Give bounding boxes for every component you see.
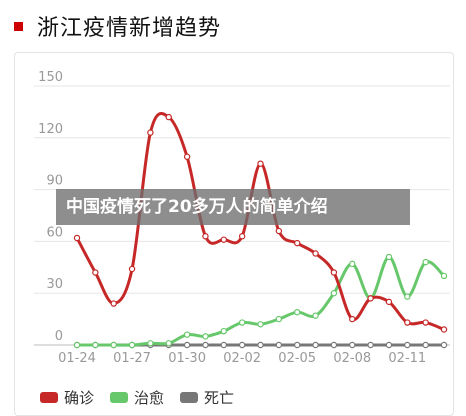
data-point-confirmed [440,326,448,333]
page-title: 浙江疫情新增趋势 [37,16,222,41]
y-tick-label: 30 [46,277,63,292]
data-point-confirmed [220,236,227,243]
data-point-recovered [385,253,393,261]
data-point-deaths [330,341,338,349]
data-point-recovered [73,341,81,349]
data-point-confirmed [385,298,393,306]
legend-label-confirmed: 确诊 [64,389,95,407]
data-point-deaths [440,341,448,349]
data-point-confirmed [367,295,374,302]
data-point-deaths [220,341,227,349]
series-layer [73,112,448,349]
data-point-confirmed [257,160,264,167]
data-point-confirmed [147,129,154,136]
data-point-confirmed [312,250,319,257]
data-point-recovered [183,331,191,338]
data-point-confirmed [349,315,356,323]
data-point-deaths [385,341,393,349]
data-point-confirmed [183,153,191,160]
data-point-recovered [275,315,283,323]
legend-label-deaths: 死亡 [204,389,235,407]
data-point-confirmed [238,233,246,240]
legend-item-confirmed[interactable]: 确诊 [40,387,94,408]
legend-swatch-deaths [180,392,199,403]
data-point-recovered [349,260,356,268]
y-tick-label: 0 [55,329,63,344]
y-tick-label: 90 [46,174,63,189]
chart-legend: 确诊 治愈 死亡 [40,387,250,408]
data-point-confirmed [294,239,301,247]
data-point-deaths [257,341,264,349]
y-tick-label: 60 [46,225,63,240]
data-point-deaths [275,341,283,349]
data-point-recovered [440,272,448,280]
data-point-recovered [422,258,429,266]
data-point-recovered [257,321,264,328]
data-point-deaths [349,341,356,349]
data-point-deaths [367,341,374,349]
title-marker [14,21,23,31]
y-tick-label: 150 [38,70,63,85]
x-tick-label: 01-24 [58,351,96,366]
data-point-recovered [128,341,136,349]
x-tick-label: 01-27 [113,351,151,366]
data-point-confirmed [92,269,99,276]
data-point-recovered [312,312,319,319]
legend-swatch-recovered [110,392,129,403]
data-point-deaths [422,341,429,349]
data-point-confirmed [110,300,117,307]
data-point-confirmed [330,269,338,276]
data-point-recovered [330,290,338,297]
data-point-deaths [404,341,411,349]
data-point-confirmed [73,234,81,242]
chart-panel [14,52,454,416]
data-point-deaths [312,341,319,349]
data-point-confirmed [422,319,429,326]
data-point-recovered [147,340,154,347]
headline-banner[interactable]: 中国疫情死了20多万人的简单介绍 [56,189,410,225]
x-tick-label: 02-02 [223,351,261,366]
legend-item-recovered[interactable]: 治愈 [110,387,164,408]
data-point-recovered [92,341,99,349]
data-point-recovered [294,308,301,316]
data-point-confirmed [275,227,283,235]
x-tick-label: 02-11 [388,351,426,366]
x-tick-label: 01-30 [168,351,206,366]
legend-item-deaths[interactable]: 死亡 [180,387,234,408]
series-line-confirmed [75,112,446,331]
data-point-recovered [110,341,117,349]
y-tick-label: 120 [38,122,63,137]
x-tick-label: 02-05 [278,351,316,366]
legend-swatch-confirmed [40,392,58,403]
data-point-recovered [220,327,227,335]
data-point-confirmed [128,265,136,273]
headline-text: 中国疫情死了20多万人的简单介绍 [66,197,328,217]
data-point-recovered [238,319,246,326]
data-point-confirmed [165,113,172,121]
data-point-deaths [238,341,246,349]
data-point-deaths [202,341,209,349]
x-tick-label: 02-08 [333,351,371,366]
data-point-recovered [202,333,209,340]
legend-label-recovered: 治愈 [134,389,165,407]
axis-layer: 0 30 60 90 120 150 01-24 01-27 01-30 02-02 02-05 02… [38,70,426,366]
data-point-recovered [165,340,172,347]
data-point-deaths [183,341,191,349]
data-point-deaths [294,341,301,349]
data-point-recovered [404,293,411,300]
data-point-confirmed [202,233,209,240]
data-point-confirmed [404,319,411,326]
chart-header: 浙江疫情新增趋势 [14,10,221,42]
